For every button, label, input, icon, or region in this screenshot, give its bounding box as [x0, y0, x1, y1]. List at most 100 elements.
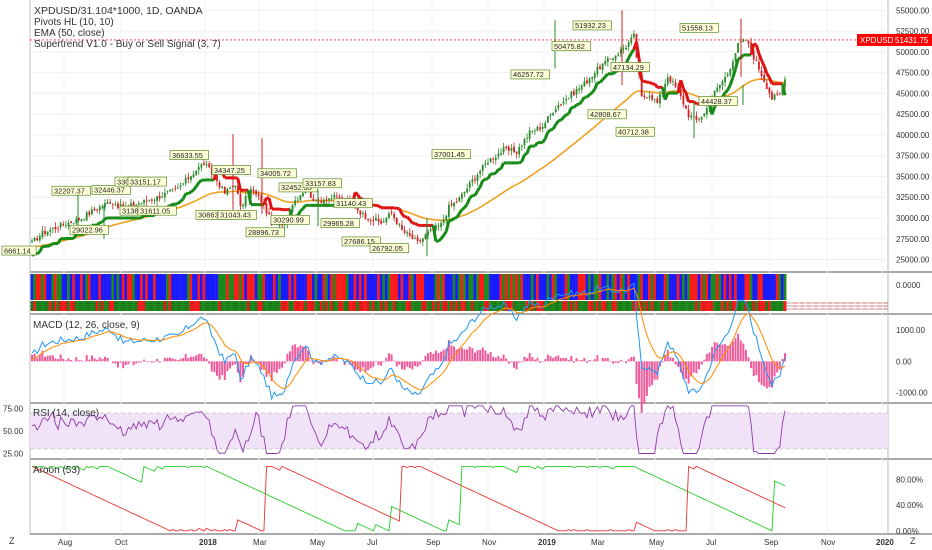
trend-strip-cell	[48, 274, 52, 300]
trend-strip-cell-low	[160, 301, 164, 311]
trend-strip-cell	[319, 274, 323, 300]
trend-strip-cell-low	[609, 301, 612, 311]
bottom-left-z[interactable]: Z	[9, 536, 15, 546]
candle-body	[203, 163, 205, 165]
candle-body	[557, 105, 560, 109]
pivot-label-text: 33157.83	[305, 179, 336, 188]
trend-strip-cell-low	[476, 301, 479, 311]
bottom-right-z[interactable]: Z	[910, 536, 916, 546]
candle-body	[549, 114, 552, 116]
trend-strip-cell-low	[460, 301, 464, 311]
candle-body	[513, 146, 515, 153]
trend-strip-cell	[145, 274, 149, 300]
trend-strip-cell-low	[468, 301, 472, 311]
trend-strip-cell	[51, 274, 55, 300]
supertrend-segment	[301, 204, 307, 210]
macd-hist-bar	[202, 357, 205, 362]
candle-body	[289, 211, 291, 216]
candle-body	[234, 185, 237, 188]
trend-strip-cell-low	[41, 301, 44, 311]
macd-hist-bar	[364, 361, 367, 372]
trend-strip-cell	[572, 274, 576, 300]
price-tick-label: 40000.00	[896, 131, 930, 140]
candle-body	[187, 177, 190, 180]
macd-hist-bar	[742, 343, 745, 362]
pivot-label-box	[217, 209, 257, 220]
supertrend-segment	[279, 207, 283, 212]
candle-body	[216, 175, 218, 182]
trend-strip-cell	[134, 274, 138, 300]
candle-body	[520, 145, 523, 147]
trend-strip-cell	[77, 274, 81, 300]
candle-body	[85, 212, 88, 221]
trend-strip-cell	[702, 274, 706, 300]
macd-hist-bar	[31, 354, 33, 362]
candle-body	[46, 231, 49, 236]
price-tick-label: 32500.00	[896, 193, 930, 202]
candle-body	[672, 81, 674, 83]
trend-strip-cell	[345, 274, 349, 300]
macd-hist-bar	[286, 353, 289, 362]
macd-hist-bar	[726, 345, 729, 362]
macd-hist-bar	[567, 359, 570, 362]
trend-strip-cell	[444, 274, 448, 300]
supertrend-segment	[572, 103, 578, 109]
macd-hist-bar	[596, 355, 599, 362]
trend-strip-cell-low	[655, 301, 659, 311]
supertrend-segment	[442, 230, 448, 237]
supertrend-segment	[520, 154, 526, 163]
macd-hist-bar	[625, 361, 628, 364]
macd-hist-bar	[59, 354, 62, 362]
macd-hist-bar	[463, 349, 466, 362]
macd-hist-bar	[471, 347, 474, 362]
macd-hist-bar	[687, 361, 690, 384]
supertrend-segment	[734, 58, 740, 70]
trend-strip-cell-low	[684, 301, 688, 311]
macd-hist-bar	[593, 359, 596, 362]
candle-body	[93, 208, 96, 211]
supertrend-segment	[724, 89, 729, 94]
candle-body	[244, 196, 247, 207]
x-tick-label: Sep	[764, 538, 779, 547]
pivot-label-box	[615, 126, 655, 137]
candle-body	[703, 113, 706, 117]
trend-strip-cell	[564, 274, 568, 300]
supertrend-segment	[765, 72, 771, 79]
macd-hist-bar	[523, 356, 526, 362]
candle-body	[257, 194, 260, 196]
candle-body	[742, 39, 745, 43]
supertrend-segment	[377, 204, 383, 210]
pivot-label: 27686.15	[341, 236, 381, 247]
macd-hist-bar	[476, 350, 479, 362]
candle-body	[700, 116, 703, 120]
trend-strip-cell	[708, 274, 711, 300]
pivot-label-text: 28896.73	[248, 228, 279, 237]
candle-body	[773, 94, 776, 100]
candle-body	[41, 230, 44, 238]
trend-strip-cell	[330, 274, 334, 300]
trend-strip-cell-low	[455, 301, 459, 311]
trend-strip-cell-low	[301, 301, 305, 311]
macd-hist-bar	[262, 361, 265, 370]
trend-strip-cell	[113, 274, 117, 300]
candle-body	[395, 218, 398, 225]
pivot-label-text: 32452.35	[281, 183, 312, 192]
trend-strip-cell	[356, 274, 360, 300]
supertrend-segment	[267, 197, 274, 210]
trend-strip-cell	[463, 274, 466, 300]
pivot-label-box	[587, 109, 627, 120]
macd-hist-bar	[747, 357, 750, 362]
trend-strip-cell	[483, 274, 487, 300]
trend-strip-cell-low	[700, 301, 704, 311]
trend-strip-cell	[272, 274, 276, 300]
candle-body	[523, 138, 526, 146]
macd-hist-bar	[515, 361, 518, 370]
macd-hist-bar	[179, 359, 182, 362]
trend-strip-cell	[741, 274, 745, 300]
macd-hist-bar	[711, 347, 714, 362]
trend-strip-cell-low	[663, 301, 667, 311]
trend-strip-cell	[332, 274, 336, 300]
macd-hist-bar	[552, 358, 555, 362]
macd-hist-bar	[502, 354, 505, 362]
